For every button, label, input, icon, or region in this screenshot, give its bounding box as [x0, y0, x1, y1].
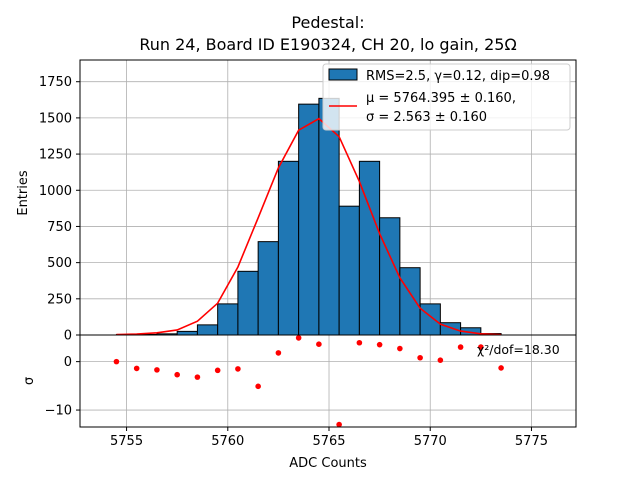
residual-point [275, 350, 282, 356]
residual-point [255, 383, 261, 390]
histogram-bar [298, 103, 320, 336]
residual-point [417, 354, 423, 361]
x-tick-label: 5775 [515, 434, 548, 449]
histogram-bar [237, 270, 259, 336]
fit-curve [116, 117, 502, 336]
main-y-tick-label: 0 [64, 329, 72, 344]
chart-title-line1: Pedestal: [291, 13, 364, 32]
histogram-bar [338, 205, 360, 336]
residual-point [498, 365, 504, 371]
legend-fit-label-mu: μ = 5764.395 ± 0.160, [366, 91, 516, 106]
histogram-bar [399, 267, 421, 336]
x-tick-label: 5755 [110, 434, 143, 449]
x-tick-label: 5765 [312, 434, 345, 449]
main-y-tick-label: 1500 [39, 111, 72, 126]
residual-plot-frame [79, 334, 577, 428]
main-y-tick-label: 1750 [39, 75, 72, 90]
main-y-ticks: 0 250 500 750 1000 1250 1500 1750 [39, 75, 80, 344]
histogram-bar [379, 217, 401, 336]
y-axis-label-sigma: σ [22, 377, 37, 385]
main-plot-axes: 0 250 500 750 1000 1250 1500 1750 [39, 59, 577, 344]
main-y-tick-label: 500 [47, 256, 72, 271]
chart-title-line2: Run 24, Board ID E190324, CH 20, lo gain… [139, 35, 516, 54]
x-tick-label: 5760 [211, 434, 244, 449]
x-axis-label: ADC Counts [289, 456, 367, 471]
residual-point [356, 339, 363, 346]
residual-point [437, 357, 444, 363]
histogram-bar [277, 160, 300, 336]
residual-y-ticks: −10 0 [45, 355, 80, 419]
histogram-bar [419, 303, 441, 336]
main-y-tick-label: 1000 [39, 184, 72, 199]
legend: RMS=2.5, γ=0.12, dip=0.98 μ = 5764.395 ±… [322, 63, 571, 131]
legend-fit-label-sigma: σ = 2.563 ± 0.160 [366, 110, 487, 125]
x-tick-label: 5770 [414, 434, 447, 449]
residual-point [376, 341, 383, 348]
residual-point [336, 421, 342, 428]
histogram-bar [176, 330, 198, 336]
y-axis-label-entries: Entries [16, 170, 31, 216]
residual-point [316, 341, 322, 348]
residual-point [457, 344, 464, 350]
legend-histogram-swatch [328, 68, 358, 81]
histogram-bars [115, 97, 502, 336]
histogram-bar [196, 324, 219, 336]
residual-point [214, 367, 221, 374]
residual-point [397, 345, 403, 352]
residual-point [235, 366, 241, 372]
residual-point [295, 335, 302, 341]
residual-point [478, 344, 484, 350]
legend-box [322, 63, 571, 131]
residual-point [113, 358, 120, 365]
residual-y-tick-label: 0 [64, 355, 72, 370]
residual-point [174, 371, 180, 378]
residual-point [133, 365, 140, 372]
residual-points [113, 335, 504, 428]
main-y-tick-label: 250 [47, 292, 72, 307]
residual-point [154, 367, 160, 373]
residual-point [194, 374, 201, 380]
residual-plot-axes: −10 0 5755 5760 5765 5770 5775 χ²/dof=18.30 [45, 334, 577, 449]
x-ticks: 5755 5760 5765 5770 5775 [110, 427, 548, 449]
histogram-bar [217, 303, 239, 336]
main-y-tick-label: 1250 [39, 148, 72, 163]
histogram-bar [257, 241, 279, 336]
residual-gridlines [80, 335, 576, 427]
main-y-tick-label: 750 [47, 220, 72, 235]
residual-y-tick-label: −10 [45, 404, 72, 419]
chi2-annotation: χ²/dof=18.30 [477, 342, 560, 357]
legend-histogram-label: RMS=2.5, γ=0.12, dip=0.98 [366, 69, 550, 84]
